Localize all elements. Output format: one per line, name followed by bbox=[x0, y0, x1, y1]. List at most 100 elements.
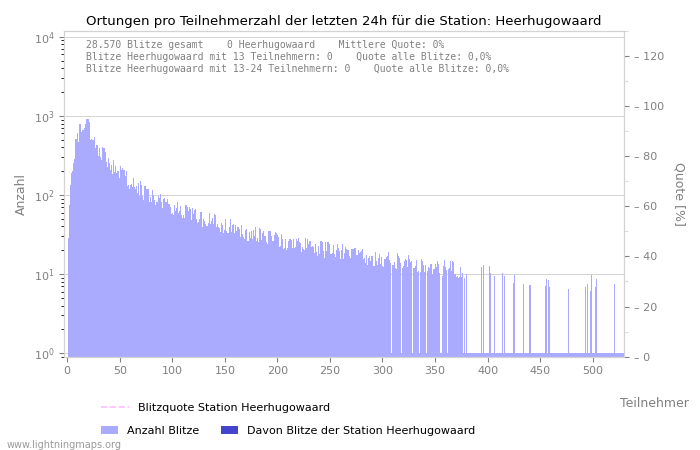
Bar bbox=[292, 248, 293, 450]
Bar bbox=[271, 236, 272, 450]
Bar bbox=[319, 254, 320, 450]
Bar bbox=[226, 231, 228, 450]
Bar bbox=[330, 254, 332, 450]
Bar bbox=[419, 353, 420, 450]
Bar bbox=[328, 242, 330, 450]
Bar bbox=[70, 185, 71, 450]
Bar bbox=[408, 255, 409, 450]
Bar bbox=[312, 246, 313, 450]
Bar bbox=[119, 178, 120, 450]
Bar bbox=[372, 266, 374, 450]
Bar bbox=[204, 220, 205, 450]
Bar bbox=[297, 241, 298, 450]
Bar bbox=[220, 232, 221, 450]
Bar bbox=[544, 353, 545, 450]
Bar bbox=[324, 258, 326, 450]
Bar bbox=[259, 228, 260, 450]
Bar bbox=[595, 287, 596, 450]
Bar bbox=[363, 259, 364, 450]
Bar bbox=[514, 275, 515, 450]
Bar bbox=[121, 170, 122, 450]
Bar bbox=[342, 244, 343, 450]
Bar bbox=[225, 219, 226, 450]
Bar bbox=[568, 289, 569, 450]
Bar bbox=[505, 353, 506, 450]
Bar bbox=[454, 274, 456, 450]
Bar bbox=[141, 185, 142, 450]
Bar bbox=[445, 266, 446, 450]
Bar bbox=[355, 248, 356, 450]
Bar bbox=[526, 353, 527, 450]
Bar bbox=[337, 244, 338, 450]
Bar bbox=[244, 239, 246, 450]
Bar bbox=[78, 143, 79, 450]
Y-axis label: Quote [%]: Quote [%] bbox=[672, 162, 685, 225]
Bar bbox=[116, 173, 117, 450]
Bar bbox=[180, 206, 181, 450]
Bar bbox=[448, 269, 449, 450]
Bar bbox=[424, 272, 425, 450]
Bar bbox=[284, 248, 286, 450]
Bar bbox=[466, 274, 467, 450]
Bar bbox=[542, 353, 543, 450]
Bar bbox=[182, 218, 183, 450]
Bar bbox=[555, 353, 556, 450]
Bar bbox=[186, 207, 188, 450]
Bar bbox=[611, 353, 612, 450]
Bar bbox=[435, 266, 437, 450]
Bar bbox=[461, 277, 462, 450]
Bar bbox=[115, 166, 116, 450]
Bar bbox=[546, 279, 547, 450]
Bar bbox=[565, 353, 566, 450]
Bar bbox=[269, 231, 270, 450]
Bar bbox=[146, 189, 148, 450]
Bar bbox=[605, 353, 606, 450]
Bar bbox=[593, 353, 594, 450]
Bar bbox=[414, 266, 416, 450]
Bar bbox=[127, 185, 129, 450]
Bar bbox=[533, 353, 534, 450]
Bar bbox=[380, 264, 381, 450]
Bar bbox=[80, 124, 81, 450]
Bar bbox=[90, 140, 91, 450]
Bar bbox=[255, 227, 256, 450]
Bar bbox=[230, 232, 232, 450]
Bar bbox=[238, 227, 239, 450]
Bar bbox=[468, 353, 469, 450]
Bar bbox=[548, 280, 549, 450]
Bar bbox=[492, 353, 493, 450]
Bar bbox=[134, 187, 135, 450]
Bar bbox=[176, 208, 177, 450]
Bar bbox=[382, 266, 383, 450]
Bar bbox=[172, 213, 173, 450]
Bar bbox=[420, 272, 421, 450]
Bar bbox=[332, 245, 334, 450]
Bar bbox=[258, 242, 259, 450]
Bar bbox=[357, 255, 358, 450]
Bar bbox=[362, 249, 363, 450]
Bar bbox=[452, 261, 454, 450]
Bar bbox=[554, 353, 555, 450]
Bar bbox=[83, 128, 85, 450]
Bar bbox=[487, 353, 488, 450]
Bar bbox=[81, 132, 83, 450]
Bar bbox=[298, 238, 299, 450]
Bar bbox=[428, 267, 429, 450]
Bar bbox=[511, 353, 512, 450]
Bar bbox=[95, 148, 96, 450]
Bar bbox=[485, 353, 486, 450]
Bar bbox=[139, 196, 140, 450]
Bar bbox=[108, 163, 110, 450]
Bar bbox=[274, 235, 275, 450]
Bar bbox=[598, 353, 599, 450]
Bar bbox=[218, 227, 219, 450]
Bar bbox=[365, 263, 366, 450]
Bar bbox=[441, 353, 442, 450]
Bar bbox=[384, 259, 385, 450]
Bar bbox=[567, 353, 568, 450]
Bar bbox=[502, 273, 503, 450]
Bar bbox=[592, 353, 593, 450]
Bar bbox=[175, 211, 176, 450]
Bar bbox=[91, 139, 92, 450]
Bar bbox=[76, 140, 77, 450]
